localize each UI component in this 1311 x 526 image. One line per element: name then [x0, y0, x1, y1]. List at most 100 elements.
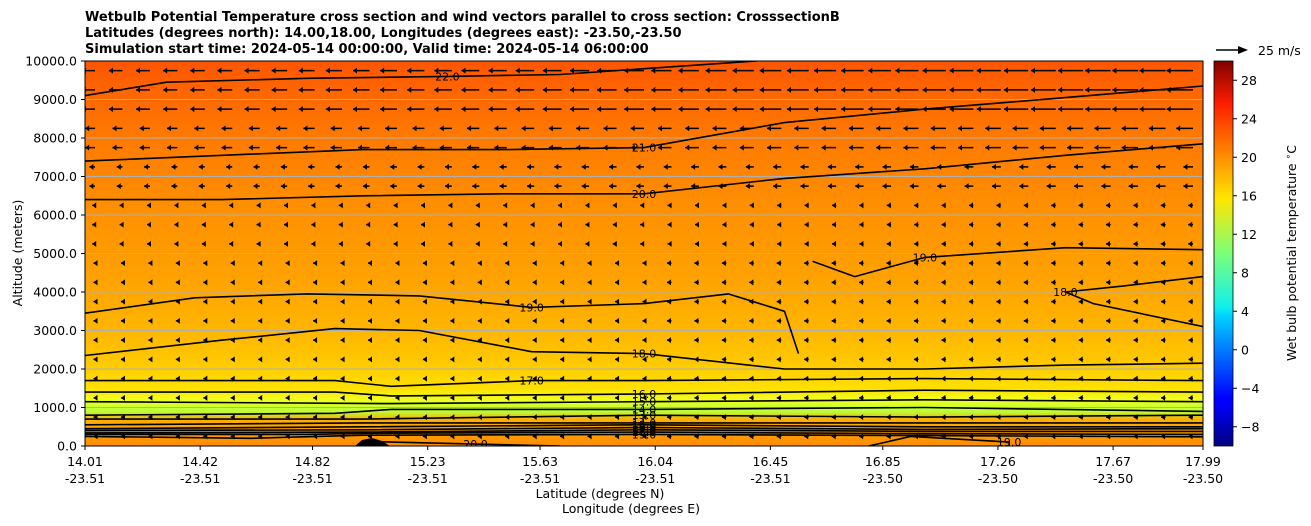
wind-vector-head [624, 86, 629, 93]
wind-vector-head [914, 356, 918, 363]
wind-vector-head [353, 86, 357, 93]
wind-vector-head [515, 86, 520, 93]
wind-vector-head [859, 317, 864, 324]
wind-vector-head [749, 260, 754, 267]
wind-vector-head [1133, 356, 1138, 363]
y-tick-label: 2000.0 [33, 362, 77, 377]
wind-vector-head [958, 125, 962, 132]
wind-vector-head [1133, 240, 1138, 247]
wind-vector-head [201, 221, 206, 228]
wind-vector-head [422, 317, 427, 324]
wind-vector-head [230, 279, 235, 286]
wind-vector-head [256, 221, 261, 228]
wind-vector-head [831, 394, 836, 401]
wind-vector-head [136, 86, 141, 93]
wind-vector-head [434, 67, 439, 74]
wind-vector-head [93, 260, 98, 267]
wind-vector-head [353, 106, 357, 113]
wind-vector-head [749, 337, 754, 344]
wind-vector-head [609, 183, 614, 190]
wind-vector-head [868, 106, 873, 113]
wind-vector-head [1160, 221, 1165, 228]
contour-line [812, 246, 1203, 278]
wind-vector-head [776, 356, 781, 363]
wind-vector-head [1078, 394, 1083, 401]
wind-vector-head [1166, 67, 1171, 74]
wind-vector-head [991, 163, 996, 170]
wind-vector-head [1012, 144, 1017, 151]
contour-line [85, 377, 1203, 388]
wind-vector-head [705, 67, 710, 74]
wind-vector-head [532, 337, 537, 344]
wind-vector-head [120, 298, 125, 305]
wind-vector-head [1078, 221, 1083, 228]
wind-vector-head [175, 279, 180, 286]
wind-vector-head [969, 221, 973, 228]
wind-vector-head [532, 279, 537, 286]
wind-vector-head [1051, 202, 1056, 209]
wind-vector-head [407, 67, 412, 74]
wind-vector-head [841, 86, 846, 93]
colorbar-tick-label: 12 [1241, 227, 1257, 242]
wind-vector-head [776, 394, 781, 401]
wind-vector-head [1078, 240, 1083, 247]
wind-vector-head [174, 221, 179, 228]
x-tick-label-lon: -23.51 [520, 471, 560, 486]
wind-vector-head [903, 125, 908, 132]
wind-vector-head [395, 298, 400, 305]
wind-vector-head [886, 337, 891, 344]
wind-vector-head [313, 337, 318, 344]
wind-vector-head [721, 356, 726, 363]
wind-vector-head [941, 337, 946, 344]
wind-vector-head [92, 240, 97, 247]
wind-vector-head [636, 183, 641, 190]
contour-label: 13.0 [632, 409, 657, 422]
wind-vector-head [903, 144, 908, 151]
wind-vector-head [230, 298, 235, 305]
wind-vector-head [712, 125, 717, 132]
wind-vector-head [1058, 67, 1063, 74]
wind-vector-head [258, 356, 263, 363]
wind-vector-head [448, 221, 453, 228]
wind-vector-head [1128, 163, 1133, 170]
contour-line [85, 433, 1203, 440]
wind-vector-head [1078, 298, 1083, 305]
wind-vector-head [969, 240, 973, 247]
wind-vector-head [1051, 240, 1056, 247]
wind-vector-head [353, 67, 357, 74]
wind-vector-head [996, 337, 1001, 344]
wind-vector-head [120, 317, 125, 324]
wind-vector-head [271, 106, 276, 113]
wind-vector-head [407, 86, 412, 93]
wind-vector-head [1058, 86, 1063, 93]
wind-vector-head [229, 202, 234, 209]
wind-vector-head [368, 298, 372, 305]
wind-vector-head [749, 356, 754, 363]
wind-vector-head [1019, 183, 1024, 190]
wind-vector-head [1067, 125, 1072, 132]
wind-vector-head [814, 67, 819, 74]
wind-vector-head [1085, 106, 1090, 113]
wind-vector-head [148, 394, 153, 401]
wind-vector-head [831, 337, 836, 344]
wind-vector-head [821, 144, 826, 151]
wind-vector-head [368, 260, 372, 267]
wind-vector-head [1094, 144, 1099, 151]
wind-vector-head [804, 260, 809, 267]
wind-vector-head [85, 125, 90, 132]
wind-vector-head [1023, 394, 1028, 401]
wind-vector-head [148, 260, 153, 267]
wind-vector-head [475, 202, 480, 209]
wind-vector-head [175, 317, 180, 324]
wind-vector-head [1161, 317, 1166, 324]
wind-vector-head [1101, 183, 1106, 190]
wind-vector-head [666, 279, 671, 286]
wind-vector-head [271, 67, 276, 74]
wind-vector-head [930, 125, 935, 132]
wind-vector-head [1106, 298, 1111, 305]
contour-line [85, 61, 757, 97]
wind-vector-head [773, 163, 778, 170]
wind-vector-head [859, 202, 864, 209]
wind-vector-head [330, 125, 335, 132]
wind-vector-head [587, 298, 592, 305]
